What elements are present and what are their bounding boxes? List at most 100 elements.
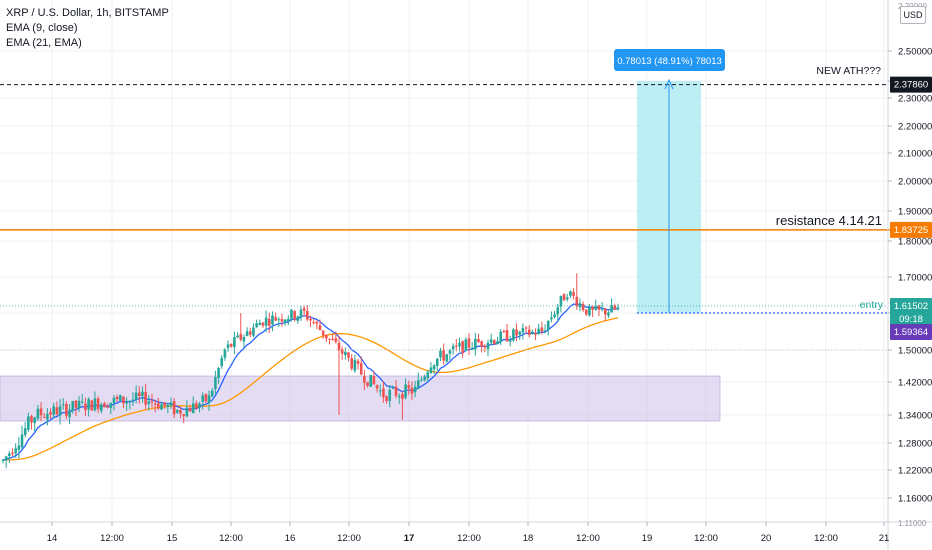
candle-body: [74, 400, 78, 408]
ema-price-tag: 1.59364: [894, 327, 928, 338]
candle-body: [423, 376, 426, 381]
x-tick-label: 12:00: [694, 533, 718, 544]
candle-body: [480, 341, 483, 347]
candle-body: [439, 350, 442, 358]
candle-body: [271, 315, 274, 325]
candle-body: [93, 398, 97, 411]
candle-body: [385, 396, 388, 401]
symbol-title[interactable]: XRP / U.S. Dollar, 1h, BITSTAMP: [6, 7, 169, 19]
y-tick-label: 1.90000: [898, 207, 932, 218]
candle-body: [4, 456, 8, 461]
x-tick-label: 16: [285, 533, 296, 544]
candle-body: [280, 318, 284, 322]
candle-body: [166, 404, 170, 408]
candle-body: [321, 330, 325, 336]
candlesticks: [1, 273, 620, 469]
ema21-legend[interactable]: EMA (21, EMA): [6, 37, 82, 49]
y-tick-label: 2.00000: [898, 177, 932, 188]
candle-body: [150, 401, 154, 403]
y-tick-label: 1.16000: [898, 494, 932, 505]
candle-body: [416, 380, 420, 389]
candle-body: [55, 407, 59, 415]
candle-body: [578, 303, 582, 308]
candle-body: [315, 321, 319, 324]
x-tick-label: 12:00: [814, 533, 838, 544]
candle-body: [483, 345, 487, 348]
candle-body: [84, 403, 87, 411]
ema9-legend[interactable]: EMA (9, close): [6, 22, 78, 34]
candle-body: [455, 345, 458, 347]
candle-body: [489, 339, 493, 343]
candle-body: [131, 399, 135, 401]
candle-body: [233, 337, 236, 348]
candle-body: [65, 404, 68, 416]
candle-body: [340, 349, 344, 354]
candle-body: [309, 319, 312, 321]
candle-body: [14, 448, 17, 454]
candle-body: [36, 408, 40, 419]
candle-body: [420, 379, 423, 381]
candle-body: [337, 342, 341, 351]
candle-body: [77, 400, 81, 408]
last-price-tag-countdown: 09:18: [899, 314, 923, 325]
candle-body: [195, 403, 198, 409]
candle-body: [239, 333, 243, 340]
candle-body: [229, 343, 233, 347]
candle-body: [565, 297, 569, 300]
candle-body: [296, 316, 300, 321]
candle-body: [553, 314, 556, 318]
candle-body: [30, 416, 33, 423]
candle-body: [394, 386, 398, 396]
candle-body: [115, 396, 119, 399]
candle-body: [461, 341, 464, 353]
candle-body: [591, 307, 594, 310]
candle-body: [562, 294, 566, 301]
candle-body: [204, 394, 208, 402]
candle-body: [597, 305, 601, 310]
currency-button[interactable]: USD: [900, 6, 926, 24]
candle-body: [442, 350, 445, 361]
candle-body: [518, 331, 522, 335]
candle-body: [134, 392, 138, 400]
candle-body: [267, 318, 271, 326]
candle-body: [493, 340, 496, 344]
candle-body: [521, 328, 525, 333]
ema21-line: [3, 317, 619, 461]
last-price-tag-bg: [890, 298, 932, 328]
candle-body: [328, 338, 331, 340]
candle-body: [537, 328, 541, 334]
candle-body: [397, 395, 401, 397]
candle-body: [118, 395, 122, 401]
candle-body: [474, 338, 477, 350]
candle-body: [96, 398, 100, 410]
candle-body: [112, 397, 116, 403]
candle-body: [290, 309, 293, 319]
candle-body: [435, 358, 439, 366]
x-tick-label: 18: [523, 533, 534, 544]
candle-body: [163, 402, 166, 406]
candle-body: [42, 416, 46, 418]
candle-body: [293, 311, 296, 320]
candle-body: [201, 395, 205, 402]
candle-body: [220, 358, 224, 367]
candle-body: [325, 334, 328, 339]
candle-body: [210, 390, 214, 397]
candle-body: [8, 453, 11, 456]
x-tick-label: 15: [167, 533, 178, 544]
candle-body: [429, 367, 433, 373]
candle-body: [496, 341, 499, 345]
x-tick-label: 12:00: [576, 533, 600, 544]
y-tick-label: 2.50000: [898, 47, 932, 58]
candle-body: [99, 404, 103, 411]
candle-body: [600, 308, 604, 310]
candle-body: [274, 317, 277, 321]
candle-body: [524, 327, 528, 329]
new-ath-label: NEW ATH???: [816, 65, 881, 77]
target-price-tag: 2.37860: [894, 80, 928, 91]
candle-body: [546, 320, 550, 330]
candle-body: [359, 363, 363, 375]
candle-body: [372, 376, 376, 385]
y-tick-label: 2.10000: [898, 149, 932, 160]
